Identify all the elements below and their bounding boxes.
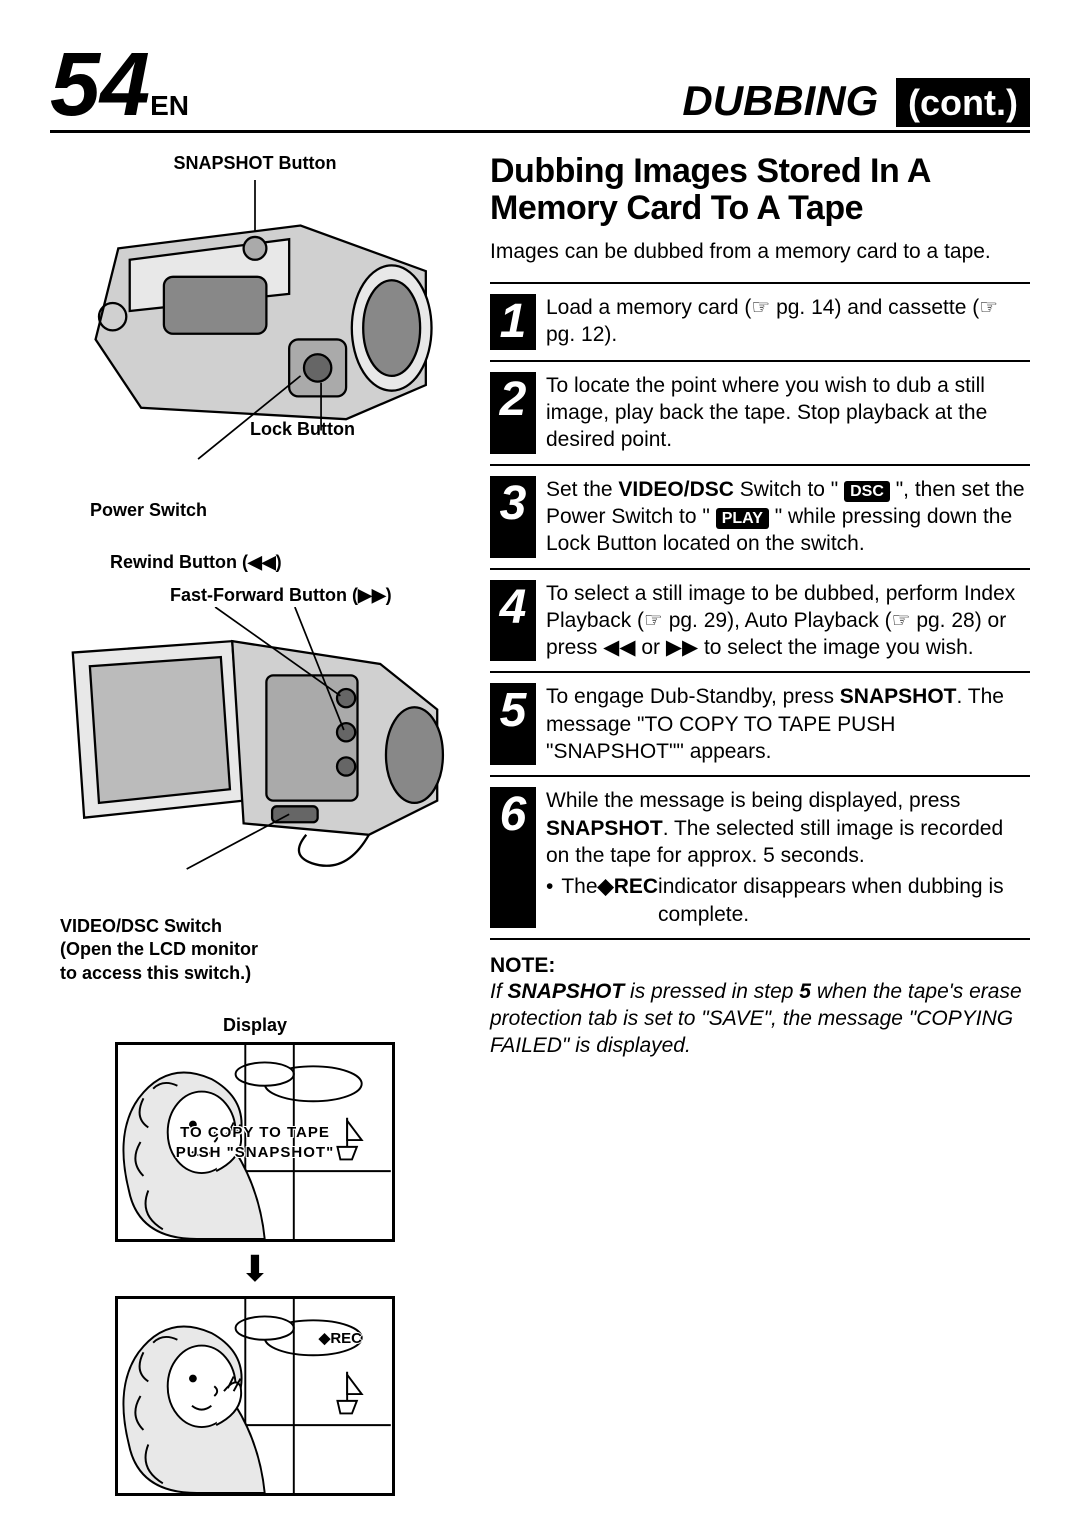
camera-open-diagram: [50, 607, 460, 897]
display-screen-1: TO COPY TO TAPE PUSH "SNAPSHOT": [115, 1042, 395, 1242]
camera-illustration-2: [50, 607, 460, 892]
rewind-button-label: Rewind Button (◀◀): [110, 551, 460, 574]
step-box: 4To select a still image to be dubbed, p…: [490, 568, 1030, 674]
lock-button-label: Lock Button: [250, 418, 355, 441]
step-text: Set the VIDEO/DSC Switch to " DSC ", the…: [546, 476, 1030, 558]
note-text: If SNAPSHOT is pressed in step 5 when th…: [490, 978, 1030, 1060]
display-label: Display: [50, 1015, 460, 1036]
section-heading: Dubbing Images Stored In A Memory Card T…: [490, 153, 1030, 228]
screen-2-rec-text: ◆REC: [319, 1329, 362, 1347]
screen1-line1: TO COPY TO TAPE: [180, 1124, 330, 1141]
page-header: 54EN DUBBING (cont.): [50, 40, 1030, 133]
fast-forward-button-label: Fast-Forward Button (▶▶): [170, 584, 460, 607]
step-box: 3Set the VIDEO/DSC Switch to " DSC ", th…: [490, 464, 1030, 570]
right-column: Dubbing Images Stored In A Memory Card T…: [490, 153, 1030, 1496]
page-number-block: 54EN: [50, 40, 189, 130]
section-name: DUBBING: [682, 77, 878, 124]
step-box: 1Load a memory card (☞ pg. 14) and casse…: [490, 282, 1030, 362]
step-text: Load a memory card (☞ pg. 14) and casset…: [546, 294, 1030, 350]
step-number: 6: [490, 787, 536, 927]
step-box: 5To engage Dub-Standby, press SNAPSHOT. …: [490, 671, 1030, 777]
section-cont: (cont.): [896, 78, 1030, 127]
step-text: To select a still image to be dubbed, pe…: [546, 580, 1030, 662]
step-text: To locate the point where you wish to du…: [546, 372, 1030, 454]
step-box: 6While the message is being displayed, p…: [490, 775, 1030, 939]
section-title-header: DUBBING (cont.): [682, 77, 1030, 125]
step-text: While the message is being displayed, pr…: [546, 787, 1030, 927]
steps-list: 1Load a memory card (☞ pg. 14) and casse…: [490, 282, 1030, 940]
screen1-line2: PUSH "SNAPSHOT": [176, 1144, 334, 1161]
snapshot-button-label: SNAPSHOT Button: [50, 153, 460, 174]
main-content: SNAPSHOT Button: [50, 153, 1030, 1496]
step-text: To engage Dub-Standby, press SNAPSHOT. T…: [546, 683, 1030, 765]
display-screen-2: ◆REC: [115, 1296, 395, 1496]
page-lang: EN: [150, 90, 189, 121]
step-number: 3: [490, 476, 536, 558]
step-number: 2: [490, 372, 536, 454]
videodsc-switch-label: VIDEO/DSC Switch (Open the LCD monitor t…: [60, 915, 460, 985]
screen-1-text: TO COPY TO TAPE PUSH "SNAPSHOT": [118, 1123, 392, 1162]
step-number: 5: [490, 683, 536, 765]
down-arrow-icon: ⬇: [50, 1248, 460, 1290]
step-number: 4: [490, 580, 536, 662]
power-switch-label: Power Switch: [90, 499, 460, 522]
step-box: 2To locate the point where you wish to d…: [490, 360, 1030, 466]
step-number: 1: [490, 294, 536, 350]
intro-text: Images can be dubbed from a memory card …: [490, 240, 1030, 264]
note-heading: NOTE:: [490, 954, 1030, 978]
camera-top-diagram: Lock Button: [50, 180, 460, 481]
left-column: SNAPSHOT Button: [50, 153, 460, 1496]
page-number: 54: [50, 35, 150, 135]
